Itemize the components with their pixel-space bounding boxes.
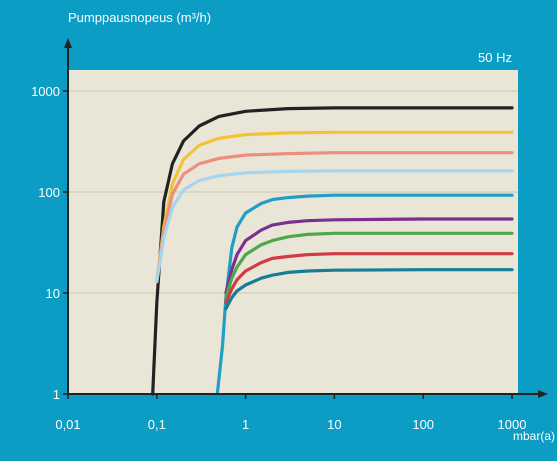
- x-axis-arrow: [538, 390, 548, 398]
- y-tick-label: 100: [38, 185, 60, 200]
- series-line-6: [224, 217, 514, 295]
- series-line-9: [224, 268, 514, 311]
- series-line-4: [155, 169, 514, 284]
- x-tick-label: 1000: [498, 417, 527, 432]
- x-tick-label: 100: [412, 417, 434, 432]
- y-axis-arrow: [64, 38, 72, 48]
- series-line-2: [155, 130, 514, 284]
- series-line-3: [155, 151, 514, 284]
- x-tick-label: 0,01: [55, 417, 80, 432]
- series-line-8: [224, 252, 514, 305]
- y-axis-label: Pumppausnopeus (m³/h): [68, 10, 211, 25]
- x-tick-label: 0,1: [148, 417, 166, 432]
- frequency-annotation: 50 Hz: [478, 50, 512, 65]
- y-tick-label: 1: [53, 387, 60, 402]
- x-tick-label: 10: [327, 417, 341, 432]
- grid-lines: [68, 90, 518, 294]
- series-lines: [151, 106, 514, 396]
- series-line-7: [224, 231, 514, 300]
- axes: [64, 38, 548, 398]
- y-tick-label: 10: [46, 286, 60, 301]
- x-tick-label: 1: [242, 417, 249, 432]
- x-axis-label: mbar(a): [513, 429, 555, 443]
- y-tick-label: 1000: [31, 84, 60, 99]
- series-line-1: [151, 106, 514, 396]
- tick-labels: 1 10 100 1000 0,01 0,1 1 10 100 1000: [31, 84, 526, 432]
